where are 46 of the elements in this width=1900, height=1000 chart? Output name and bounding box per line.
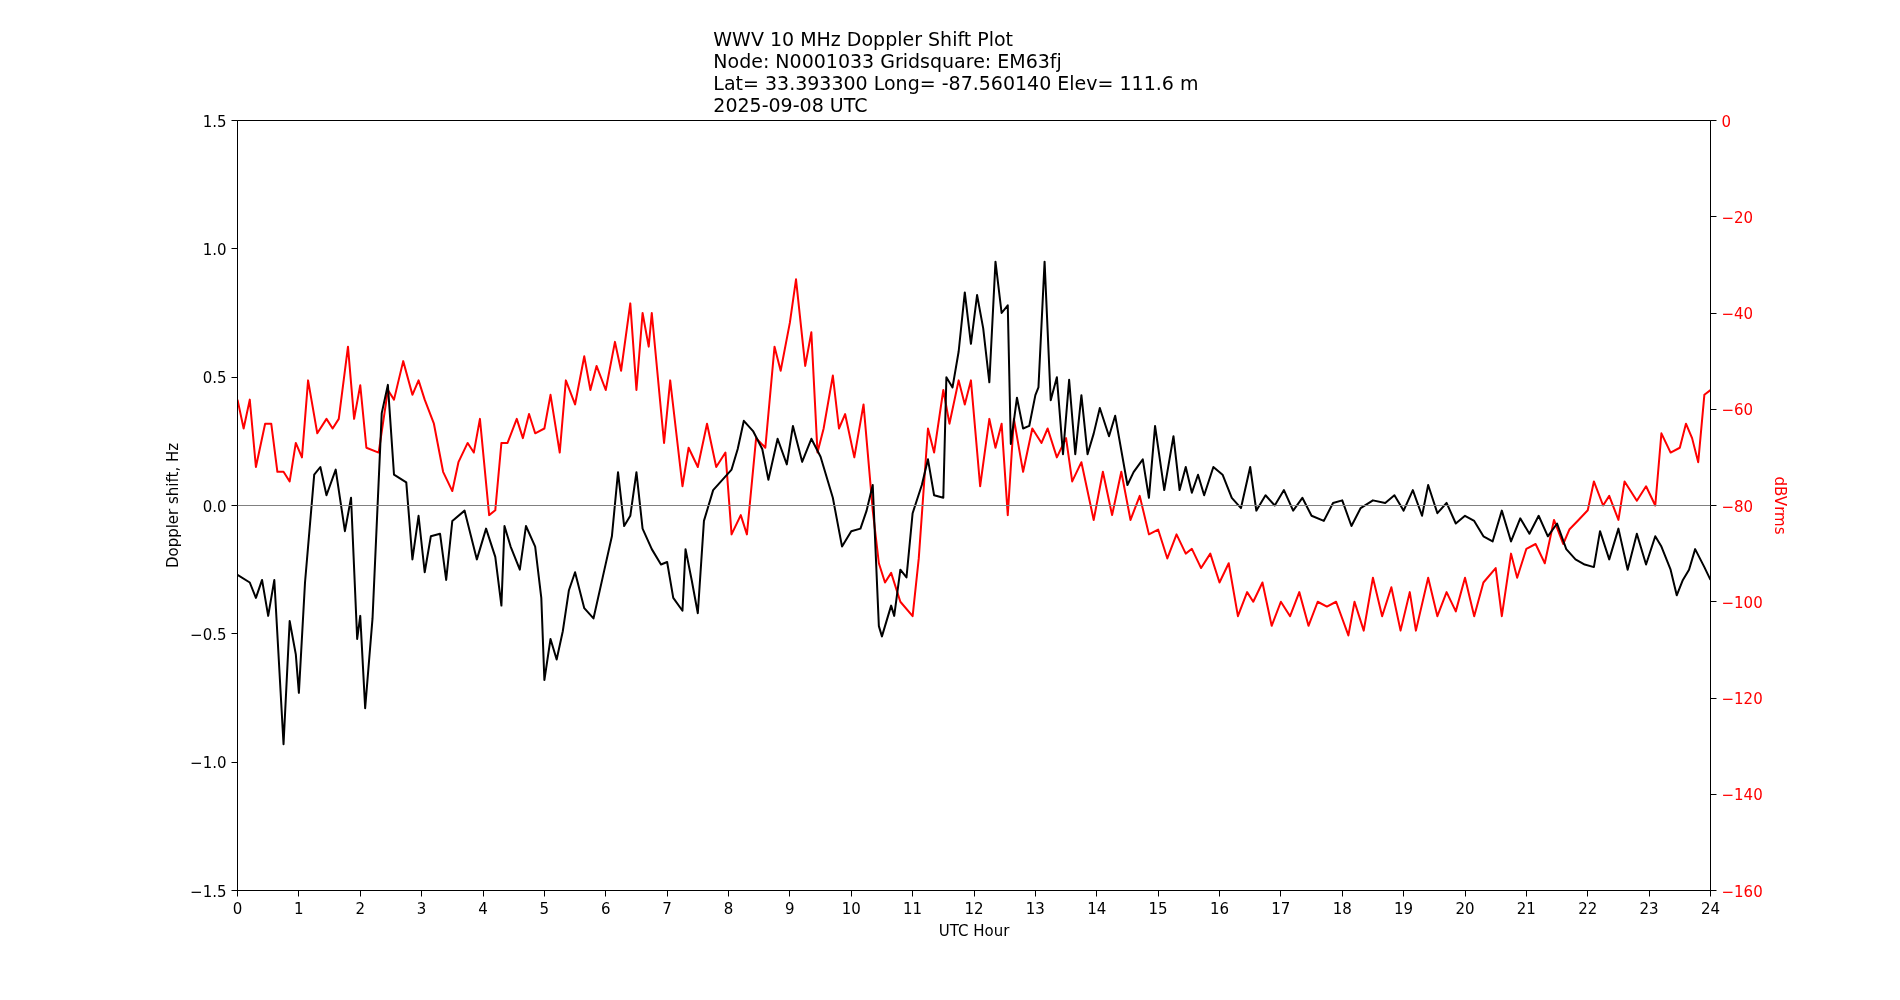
- y2-tick-label: −140: [1721, 786, 1763, 805]
- x-tick-label: 14: [1087, 899, 1107, 918]
- y-tick-label: 0.0: [202, 497, 227, 516]
- y-tick-label: 1.5: [202, 112, 227, 131]
- x-tick-label: 1: [294, 899, 304, 918]
- x-tick-label: 16: [1209, 899, 1230, 918]
- x-axis-title: UTC Hour: [938, 921, 1011, 940]
- x-tick-label: 3: [416, 899, 427, 918]
- x-tick-label: 0: [232, 899, 243, 918]
- x-tick-label: 23: [1639, 899, 1659, 918]
- y-axis-title: Doppler shift, Hz: [164, 442, 183, 569]
- x-tick-label: 10: [841, 899, 861, 918]
- x-tick-label: 22: [1578, 899, 1598, 918]
- y2-tick-label: −80: [1721, 497, 1754, 516]
- y2-tick-label: −160: [1721, 882, 1763, 901]
- x-tick-label: 12: [964, 899, 984, 918]
- y2-tick-label: 0: [1721, 112, 1732, 131]
- x-tick-label: 9: [785, 899, 795, 918]
- x-tick-label: 15: [1148, 899, 1168, 918]
- x-tick-label: 20: [1455, 899, 1475, 918]
- x-tick-label: 21: [1516, 899, 1536, 918]
- x-tick-label: 7: [662, 899, 672, 918]
- x-tick-label: 19: [1394, 899, 1414, 918]
- x-tick-label: 5: [539, 899, 550, 918]
- chart-title: WWV 10 MHz Doppler Shift Plot Node: N0001033 Gridsquare: EM63fj Lat= 33.393300 Long= -87.560140 Elev= 111.6 m 2025-09-08 UTC: [713, 27, 1199, 116]
- y-tick-label: 1.0: [202, 240, 227, 259]
- x-tick-label: 18: [1332, 899, 1352, 918]
- y-tick-label: −0.5: [190, 625, 227, 644]
- y-tick-label: −1.5: [190, 882, 227, 901]
- y2-tick-label: −100: [1721, 593, 1763, 612]
- x-tick-label: 2: [355, 899, 366, 918]
- y-tick-label: −1.0: [190, 754, 227, 773]
- x-tick-label: 24: [1700, 899, 1721, 918]
- x-tick-label: 13: [1025, 899, 1045, 918]
- x-tick-label: 6: [600, 899, 611, 918]
- y-tick-label: 0.5: [202, 369, 227, 388]
- y2-tick-label: −60: [1721, 401, 1754, 420]
- y2-tick-label: −120: [1721, 690, 1763, 708]
- y2-tick-label: −20: [1721, 208, 1754, 227]
- line-series: [237, 278, 1711, 637]
- x-tick-label: 8: [723, 899, 734, 918]
- y2-axis-title: dBVrms: [1770, 476, 1789, 535]
- x-tick-label: 11: [903, 899, 923, 918]
- x-tick-label: 17: [1271, 899, 1291, 918]
- x-tick-label: 4: [478, 899, 488, 918]
- y2-tick-label: −40: [1721, 305, 1754, 323]
